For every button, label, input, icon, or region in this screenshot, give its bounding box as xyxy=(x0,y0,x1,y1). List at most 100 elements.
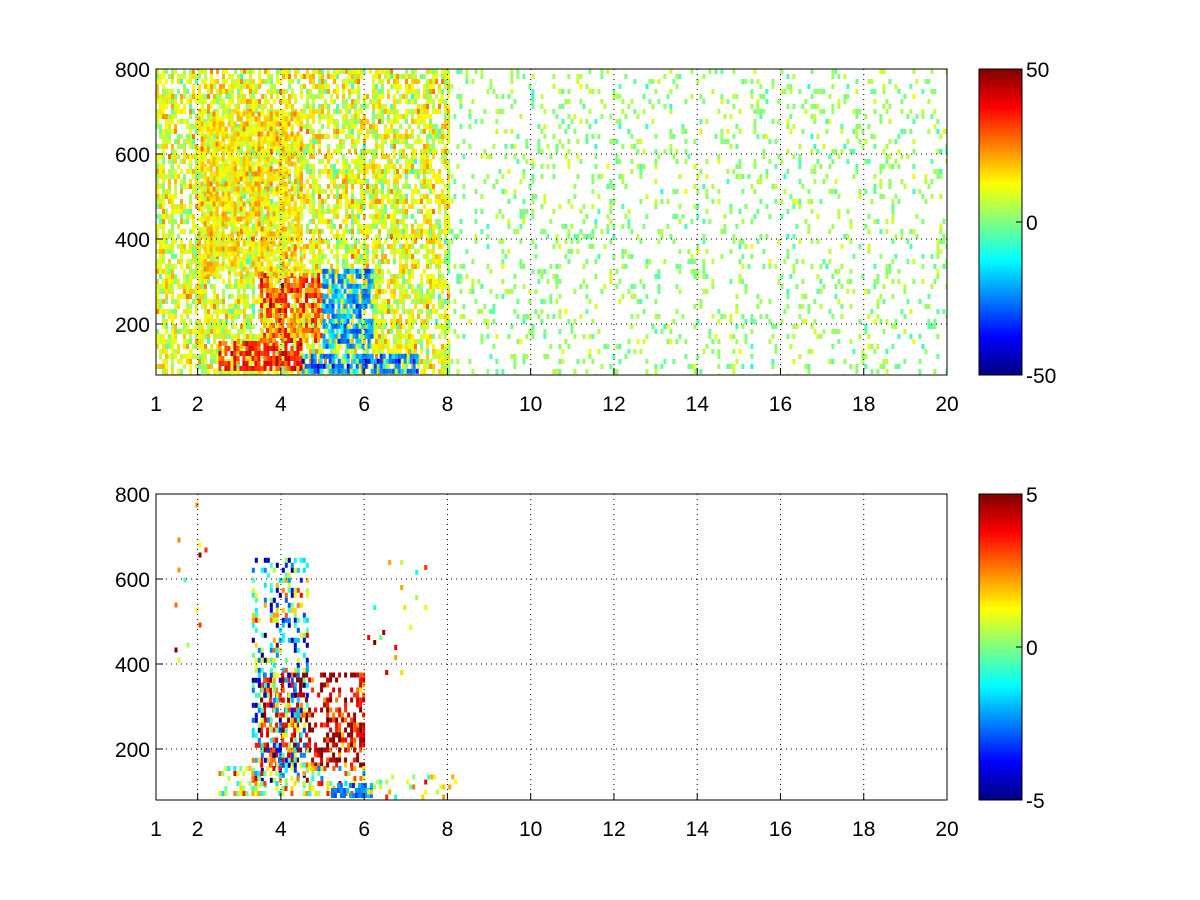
heatmap-cell xyxy=(221,361,225,366)
heatmap-cell xyxy=(366,234,369,239)
heatmap-cell xyxy=(408,134,411,139)
heatmap-cell xyxy=(321,94,324,99)
heatmap-cell xyxy=(284,303,288,308)
heatmap-cell xyxy=(269,136,273,142)
heatmap-cell xyxy=(348,289,351,294)
heatmap-cell xyxy=(357,84,360,89)
heatmap-cell xyxy=(189,159,192,164)
heatmap-cell xyxy=(354,174,357,179)
heatmap-cell xyxy=(321,159,324,164)
heatmap-cell xyxy=(411,164,414,169)
heatmap-cell xyxy=(405,349,408,354)
heatmap-cell xyxy=(305,278,309,283)
heatmap-cell xyxy=(204,84,207,89)
heatmap-cell xyxy=(357,344,360,349)
heatmap-cell xyxy=(302,328,306,333)
heatmap-cell xyxy=(228,134,231,139)
heatmap-cell xyxy=(249,314,252,319)
heatmap-cell xyxy=(426,349,429,354)
heatmap-cell xyxy=(195,319,198,324)
heatmap-cell xyxy=(275,346,279,351)
heatmap-cell xyxy=(354,104,357,109)
heatmap-cell xyxy=(360,229,363,234)
heatmap-cell xyxy=(233,271,237,277)
heatmap-cell xyxy=(272,333,276,338)
heatmap-cell xyxy=(402,214,405,219)
heatmap-cell xyxy=(156,109,159,114)
heatmap-cell xyxy=(159,184,162,189)
heatmap-cell xyxy=(396,129,399,134)
heatmap-cell xyxy=(180,99,183,104)
heatmap-cell xyxy=(284,313,288,318)
heatmap-cell xyxy=(252,79,255,84)
heatmap-cell xyxy=(260,298,264,303)
heatmap-cell xyxy=(284,366,288,371)
heatmap-cell xyxy=(231,309,234,314)
heatmap-cell xyxy=(245,131,249,137)
heatmap-cell xyxy=(224,191,228,197)
heatmap-cell xyxy=(231,344,234,349)
heatmap-cell xyxy=(237,84,240,89)
heatmap-cell xyxy=(218,131,222,137)
heatmap-cell xyxy=(207,254,210,259)
heatmap-cell xyxy=(263,226,267,232)
heatmap-cell xyxy=(263,323,267,328)
heatmap-cell xyxy=(408,99,411,104)
heatmap-cell xyxy=(162,344,165,349)
heatmap-cell xyxy=(414,69,417,74)
heatmap-cell xyxy=(303,294,306,299)
heatmap-cell xyxy=(315,244,318,249)
heatmap-cell xyxy=(360,334,363,339)
heatmap-cell xyxy=(213,324,216,329)
heatmap-cell xyxy=(252,314,255,319)
heatmap-cell xyxy=(237,289,240,294)
heatmap-cell xyxy=(402,249,405,254)
heatmap-cell xyxy=(369,224,372,229)
heatmap-cell xyxy=(275,273,279,278)
heatmap-cell xyxy=(203,191,207,197)
heatmap-cell xyxy=(258,314,261,319)
heatmap-cell xyxy=(327,219,330,224)
heatmap-cell xyxy=(270,104,273,109)
heatmap-cell xyxy=(242,156,246,162)
heatmap-cell xyxy=(284,283,288,288)
heatmap-cell xyxy=(312,339,315,344)
heatmap-cell xyxy=(426,319,429,324)
heatmap-cell xyxy=(312,239,315,244)
heatmap-cell xyxy=(180,219,183,224)
heatmap-cell xyxy=(299,303,303,308)
heatmap-cell xyxy=(378,239,381,244)
heatmap-cell xyxy=(195,294,198,299)
heatmap-cell xyxy=(239,171,243,177)
heatmap-cell xyxy=(447,74,450,79)
heatmap-cell xyxy=(261,104,264,109)
heatmap-cell xyxy=(381,304,384,309)
heatmap-cell xyxy=(306,144,309,149)
heatmap-cell xyxy=(354,74,357,79)
heatmap-cell xyxy=(201,94,204,99)
heatmap-cell xyxy=(267,89,270,94)
heatmap-cell xyxy=(248,181,252,187)
heatmap-cell xyxy=(201,279,204,284)
heatmap-cell xyxy=(174,154,177,159)
heatmap-cell xyxy=(266,361,270,366)
heatmap-cell xyxy=(273,114,276,119)
heatmap-cell xyxy=(311,288,315,293)
heatmap-cell xyxy=(378,164,381,169)
heatmap-cell xyxy=(384,169,387,174)
heatmap-cell xyxy=(221,196,225,202)
heatmap-cell xyxy=(287,361,291,366)
heatmap-cell xyxy=(156,114,159,119)
heatmap-cell xyxy=(251,131,255,137)
heatmap-cell xyxy=(378,94,381,99)
heatmap-cell xyxy=(290,308,294,313)
heatmap-cell xyxy=(281,328,285,333)
heatmap-cell xyxy=(293,283,297,288)
heatmap-cell xyxy=(372,314,375,319)
heatmap-cell xyxy=(420,309,423,314)
heatmap-cell xyxy=(239,271,243,277)
heatmap-cell xyxy=(357,134,360,139)
heatmap-cell xyxy=(162,309,165,314)
heatmap-cell xyxy=(245,346,249,351)
heatmap-cell xyxy=(171,74,174,79)
